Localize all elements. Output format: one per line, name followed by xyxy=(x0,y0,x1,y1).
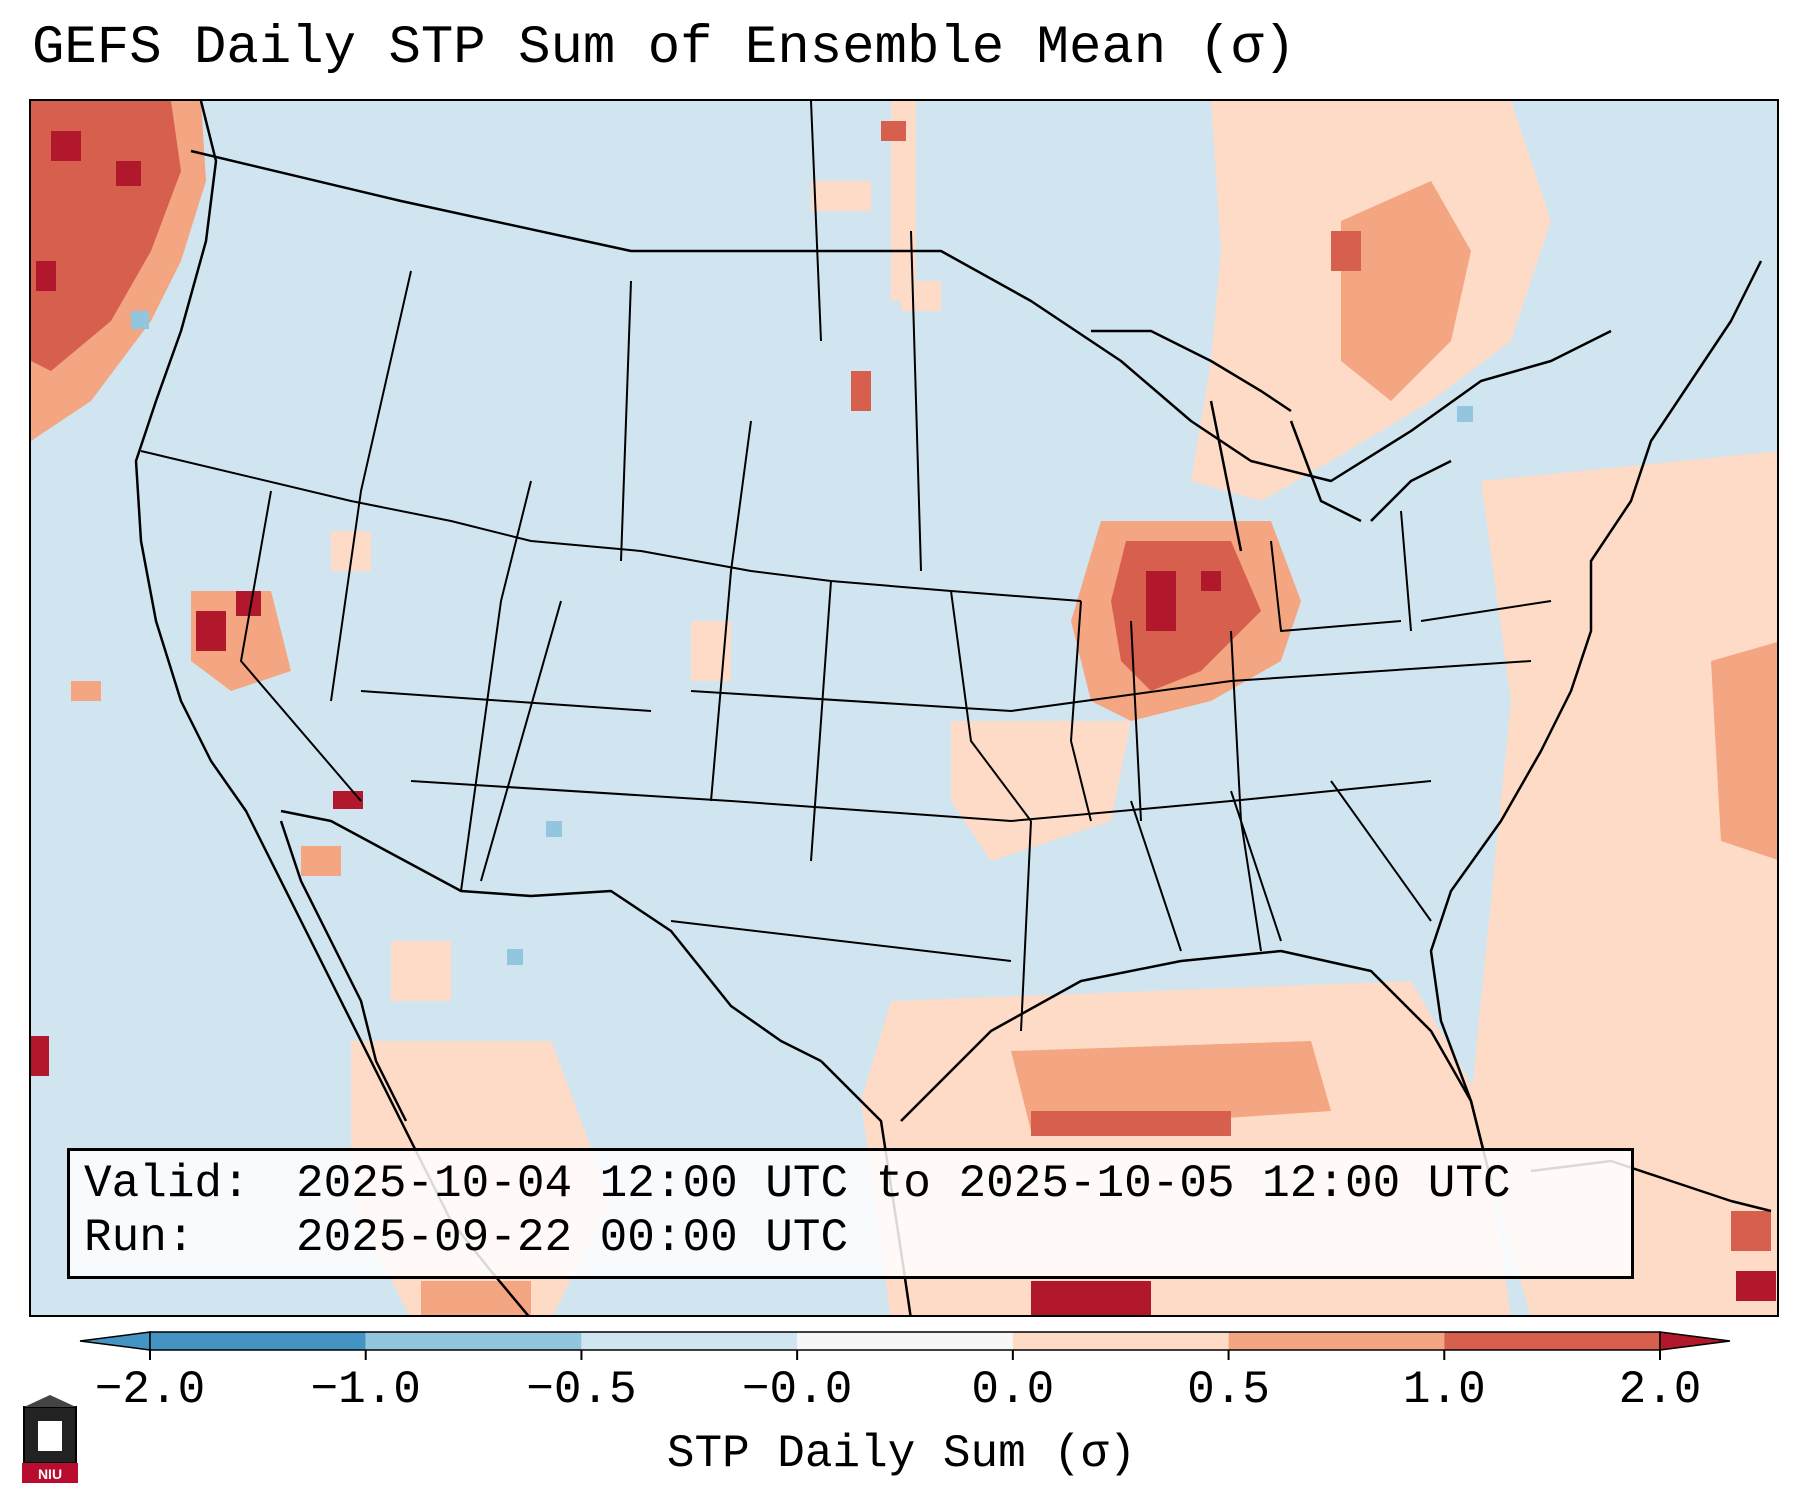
colorbar-tick-label: 2.0 xyxy=(1618,1364,1702,1416)
field-northeast-strong xyxy=(1331,231,1361,271)
field-pacific-nw-extreme-3 xyxy=(36,261,56,291)
run-row: Run: 2025-09-22 00:00 UTC xyxy=(84,1211,1631,1265)
field-cell xyxy=(901,281,941,311)
map-panel[interactable] xyxy=(29,99,1779,1317)
colorbar-segment xyxy=(365,1332,582,1350)
colorbar-tick-label: −0.0 xyxy=(741,1364,853,1416)
colorbar-tick-label: −2.0 xyxy=(94,1364,206,1416)
stp-field xyxy=(31,101,1777,1315)
field-gulf-moderate xyxy=(1011,1041,1331,1131)
field-pacific-nw-extreme-2 xyxy=(116,161,141,186)
valid-label: Valid: xyxy=(84,1158,250,1210)
colorbar-segment xyxy=(1012,1332,1229,1350)
field-negative-pnw xyxy=(131,311,149,329)
logo-text: NIU xyxy=(38,1466,62,1482)
field-negative-cell xyxy=(546,821,562,837)
field-negative-cell xyxy=(1457,406,1473,422)
state-lines xyxy=(140,101,1552,1032)
field-california-extreme-2 xyxy=(236,591,261,616)
colorbar-segment xyxy=(150,1332,366,1350)
colorbar-segment xyxy=(1228,1332,1445,1350)
field-atlantic-weak xyxy=(1471,451,1777,1315)
valid-value: 2025-10-04 12:00 UTC to 2025-10-05 12:00… xyxy=(296,1158,1511,1210)
logo-window-icon xyxy=(38,1421,62,1451)
field-cell xyxy=(71,681,101,701)
colorbar-outline xyxy=(149,1331,1661,1351)
map-svg xyxy=(31,101,1777,1315)
field-cell xyxy=(31,1036,49,1076)
great-lakes xyxy=(1091,329,1452,552)
colorbar-tick-label: −0.5 xyxy=(526,1364,637,1416)
field-gulf-extreme xyxy=(1031,1281,1151,1315)
logo-banner xyxy=(22,1463,78,1483)
field-arizona-extreme xyxy=(333,791,363,809)
field-atlantic-moderate xyxy=(1711,642,1777,860)
colorbar-tick-label: −1.0 xyxy=(310,1364,421,1416)
colorbar-segment xyxy=(797,1332,1013,1350)
mexico-border xyxy=(280,809,822,1063)
field-gulf-strong xyxy=(1031,1111,1231,1136)
field-pacific-nw-extreme xyxy=(51,131,81,161)
niu-logo: NIU xyxy=(22,1395,78,1483)
colorbar-tick-label: 1.0 xyxy=(1402,1364,1486,1416)
atlantic-coastline xyxy=(1429,260,1763,1182)
chart-title: GEFS Daily STP Sum of Ensemble Mean (σ) xyxy=(32,18,1296,79)
valid-row: Valid: 2025-10-04 12:00 UTC to 2025-10-05… xyxy=(84,1157,1631,1211)
run-label: Run: xyxy=(84,1212,195,1264)
colorbar-tick-label: 0.5 xyxy=(1187,1364,1270,1416)
colorbar xyxy=(79,1331,1731,1360)
canada-border xyxy=(190,149,1612,483)
field-cell xyxy=(851,371,871,411)
field-cell xyxy=(811,181,871,211)
colorbar-segment xyxy=(581,1332,798,1350)
field-midwest-extreme xyxy=(1146,571,1176,631)
field-negative-cell xyxy=(507,949,523,965)
logo-roof-icon xyxy=(24,1395,76,1407)
field-atlantic-strong xyxy=(1731,1211,1771,1251)
colorbar-tick-label: 0.0 xyxy=(971,1364,1055,1416)
field-cell xyxy=(911,1021,971,1071)
baja-coastline xyxy=(279,820,408,1122)
colorbar-segment xyxy=(1444,1332,1660,1350)
colorbar-extend-max xyxy=(1659,1331,1731,1351)
colorbar-label: STP Daily Sum (σ) xyxy=(666,1428,1137,1480)
run-value: 2025-09-22 00:00 UTC xyxy=(296,1212,849,1264)
field-pacific-nw-strong xyxy=(31,101,181,371)
field-california-extreme xyxy=(196,611,226,651)
field-northeast-moderate xyxy=(1341,181,1471,401)
field-cell xyxy=(881,121,906,141)
field-cell xyxy=(391,941,451,1001)
colorbar-extend-min xyxy=(79,1331,151,1351)
field-cell xyxy=(301,846,341,876)
field-south-weak xyxy=(951,721,1131,861)
info-box: Valid: 2025-10-04 12:00 UTC to 2025-10-05… xyxy=(67,1148,1634,1279)
field-midwest-extreme-2 xyxy=(1201,571,1221,591)
field-atlantic-extreme xyxy=(1736,1271,1776,1301)
